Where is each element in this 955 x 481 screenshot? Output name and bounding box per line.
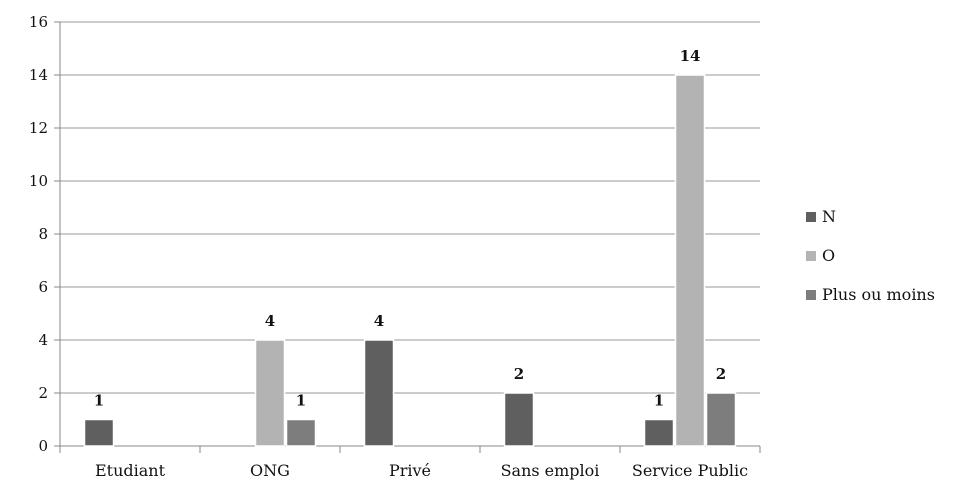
legend-swatch-plus-ou-moins	[806, 289, 816, 300]
y-tick-label-6: 6	[38, 278, 48, 296]
data-label-n-3: 2	[514, 365, 524, 383]
data-label-o-4: 14	[680, 47, 701, 65]
data-label-plus-ou-moins-1: 1	[296, 392, 306, 410]
data-label-n-2: 4	[374, 312, 384, 330]
x-category-label-2: Privé	[389, 461, 431, 480]
data-label-n-0: 1	[94, 392, 104, 410]
x-category-label-0: Etudiant	[95, 461, 166, 480]
y-tick-label-2: 2	[38, 384, 48, 402]
legend-item-plus-ou-moins: Plus ou moins	[806, 275, 935, 314]
y-tick-label-4: 4	[38, 331, 48, 349]
y-tick-label-16: 16	[29, 13, 48, 31]
data-label-o-1: 4	[265, 312, 275, 330]
y-tick-label-8: 8	[38, 225, 48, 243]
legend-label-plus-ou-moins: Plus ou moins	[822, 285, 935, 304]
x-category-label-3: Sans emploi	[501, 461, 600, 480]
data-label-n-4: 1	[654, 392, 664, 410]
legend-swatch-o	[806, 250, 816, 261]
x-category-label-4: Service Public	[632, 461, 748, 480]
bar-n-3	[503, 392, 535, 447]
legend-label-o: O	[822, 246, 836, 265]
legend-item-o: O	[806, 236, 935, 275]
y-tick-label-14: 14	[29, 66, 48, 84]
y-tick-label-12: 12	[29, 119, 48, 137]
bar-n-0	[83, 418, 115, 447]
legend-swatch-n	[806, 211, 816, 222]
bar-n-2	[363, 339, 395, 447]
bar-plus-ou-moins-1	[285, 418, 317, 447]
legend-item-n: N	[806, 197, 935, 236]
x-category-label-1: ONG	[250, 461, 290, 480]
legend-label-n: N	[822, 207, 836, 226]
y-tick-label-0: 0	[38, 437, 48, 455]
bar-o-1	[254, 339, 286, 447]
y-tick-label-10: 10	[29, 172, 48, 190]
bar-n-4	[643, 418, 675, 447]
bar-plus-ou-moins-4	[705, 392, 737, 447]
chart-legend: N O Plus ou moins	[806, 197, 935, 314]
bar-o-4	[674, 74, 706, 447]
data-label-plus-ou-moins-4: 2	[716, 365, 726, 383]
